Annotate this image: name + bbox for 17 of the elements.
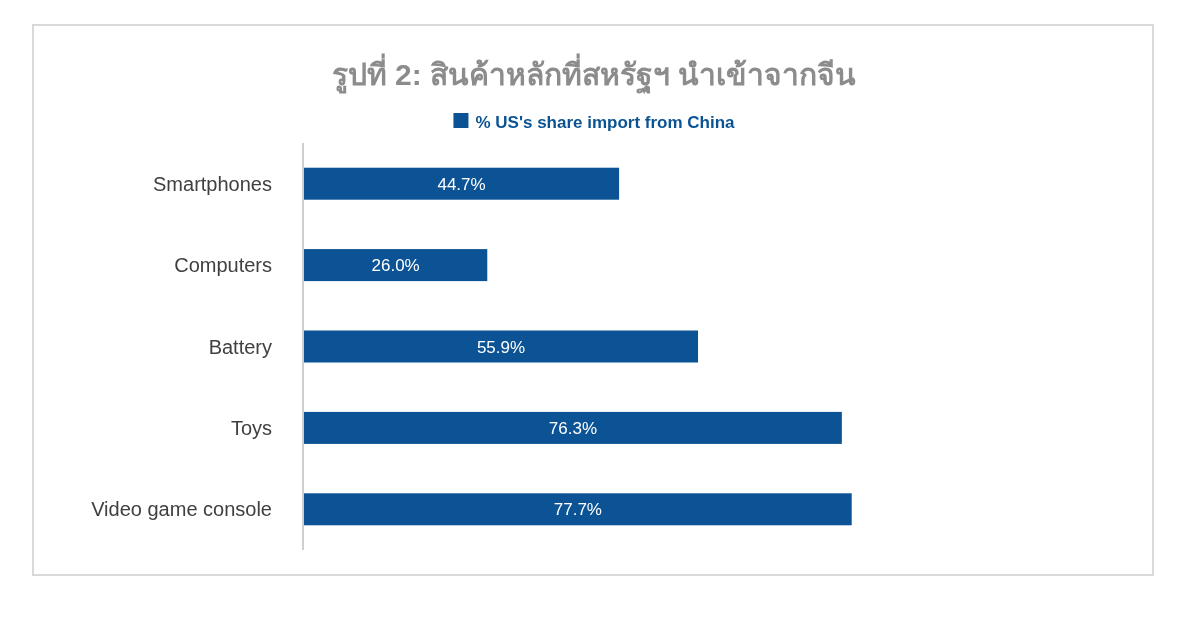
bar bbox=[304, 249, 488, 282]
y-tick-label: Battery bbox=[208, 335, 272, 358]
y-tick-label: Computers bbox=[174, 254, 272, 277]
data-label: 26.0% bbox=[371, 256, 420, 276]
bar bbox=[304, 493, 852, 526]
legend: % US's share import from China bbox=[453, 113, 735, 132]
data-label: 76.3% bbox=[548, 418, 598, 438]
data-label: 55.9% bbox=[476, 337, 526, 357]
bar bbox=[304, 330, 699, 363]
y-tick-label: Toys bbox=[230, 416, 272, 439]
data-label: 44.7% bbox=[437, 174, 486, 194]
data-label: 77.7% bbox=[553, 500, 602, 520]
y-tick-label: Smartphones bbox=[153, 172, 272, 195]
y-tick-label: Video game console bbox=[91, 498, 272, 521]
bar bbox=[304, 167, 620, 200]
chart-title: รูปที่ 2: สินค้าหลักที่สหรัฐฯ นำเข้าจากจีน bbox=[331, 53, 857, 95]
bar bbox=[304, 411, 842, 444]
